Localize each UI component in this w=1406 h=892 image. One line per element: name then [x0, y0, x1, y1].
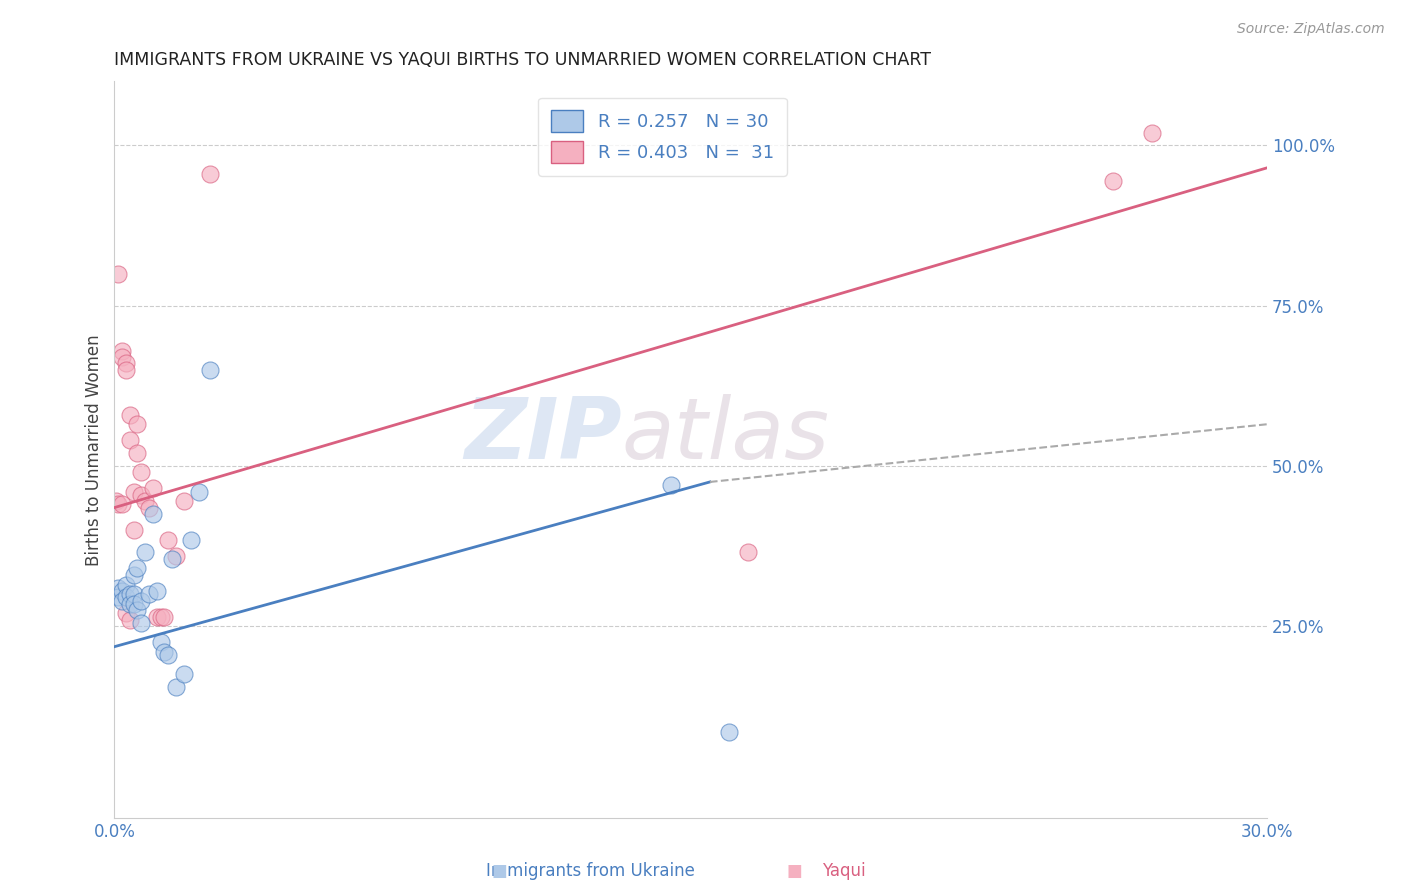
Point [115, 356, 138, 370]
Text: ■: ■ [786, 862, 803, 880]
Text: atlas: atlas [621, 393, 830, 476]
Point [153, 609, 176, 624]
Point [149, 609, 172, 624]
Point [160, 552, 183, 566]
Point [115, 591, 138, 605]
Point [111, 497, 134, 511]
Point [157, 648, 180, 662]
Point [149, 635, 172, 649]
Point [118, 597, 141, 611]
Point [122, 484, 145, 499]
Point [118, 613, 141, 627]
Text: Yaqui: Yaqui [821, 862, 866, 880]
Text: ZIP: ZIP [464, 393, 621, 476]
Point [127, 561, 149, 575]
Text: Source: ZipAtlas.com: Source: ZipAtlas.com [1237, 22, 1385, 37]
Point [718, 725, 741, 739]
Point [145, 609, 167, 624]
Point [107, 497, 129, 511]
Point [122, 587, 145, 601]
Point [142, 507, 165, 521]
Point [127, 417, 149, 432]
Point [127, 446, 149, 460]
Point [173, 494, 195, 508]
Point [111, 593, 134, 607]
Text: IMMIGRANTS FROM UKRAINE VS YAQUI BIRTHS TO UNMARRIED WOMEN CORRELATION CHART: IMMIGRANTS FROM UKRAINE VS YAQUI BIRTHS … [114, 51, 931, 69]
Point [1140, 126, 1163, 140]
Point [122, 523, 145, 537]
Point [118, 408, 141, 422]
Point [129, 488, 152, 502]
Point [122, 597, 145, 611]
Point [115, 607, 138, 621]
Point [200, 167, 222, 181]
Point [129, 466, 152, 480]
Point [127, 603, 149, 617]
Point [118, 434, 141, 448]
Point [200, 363, 222, 377]
Point [180, 533, 202, 547]
Point [134, 545, 156, 559]
Point [138, 587, 160, 601]
Point [134, 494, 156, 508]
Point [118, 587, 141, 601]
Point [187, 484, 209, 499]
Point [111, 583, 134, 598]
Point [129, 615, 152, 630]
Point [157, 533, 180, 547]
Point [138, 500, 160, 515]
Point [165, 680, 187, 694]
Text: ■: ■ [491, 862, 508, 880]
Point [165, 549, 187, 563]
Text: Immigrants from Ukraine: Immigrants from Ukraine [486, 862, 695, 880]
Point [173, 667, 195, 681]
Point [153, 645, 176, 659]
Point [107, 591, 129, 605]
Point [145, 583, 167, 598]
Y-axis label: Births to Unmarried Women: Births to Unmarried Women [86, 334, 103, 566]
Legend: R = 0.257   N = 30, R = 0.403   N =  31: R = 0.257 N = 30, R = 0.403 N = 31 [538, 98, 787, 176]
Point [107, 267, 129, 281]
Point [129, 593, 152, 607]
Point [1102, 174, 1125, 188]
Point [661, 478, 683, 492]
Point [115, 363, 138, 377]
Point [122, 567, 145, 582]
Point [111, 350, 134, 364]
Point [115, 577, 138, 591]
Point [105, 494, 128, 508]
Point [737, 545, 759, 559]
Point [107, 581, 129, 595]
Point [142, 481, 165, 495]
Point [111, 343, 134, 358]
